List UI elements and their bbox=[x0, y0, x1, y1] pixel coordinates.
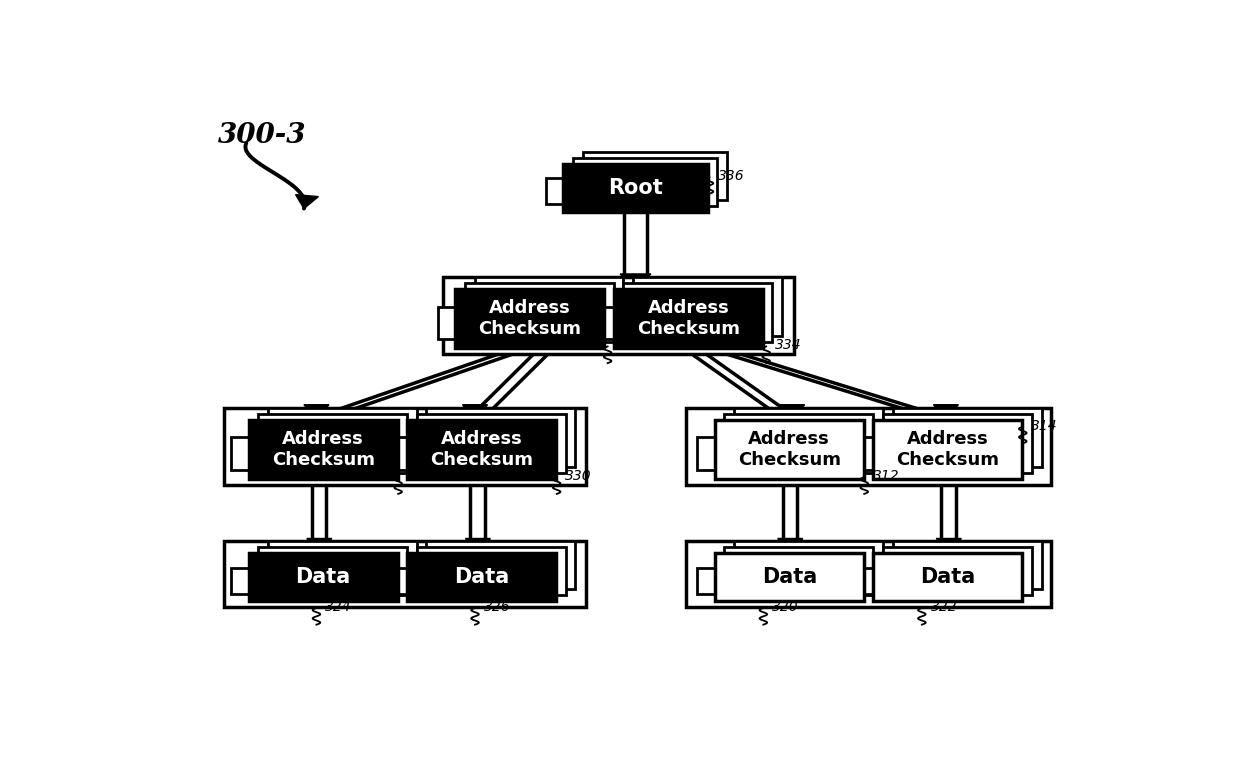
Bar bbox=[546, 178, 563, 205]
Bar bbox=[389, 567, 407, 594]
Text: 334: 334 bbox=[775, 338, 801, 352]
Bar bbox=[724, 547, 873, 595]
Bar bbox=[268, 541, 417, 589]
Bar bbox=[873, 419, 1022, 479]
Bar bbox=[407, 419, 557, 479]
Text: Address
Checksum: Address Checksum bbox=[637, 299, 740, 338]
Bar bbox=[258, 414, 407, 473]
Bar bbox=[455, 289, 604, 348]
Bar bbox=[734, 541, 883, 589]
Polygon shape bbox=[463, 405, 487, 420]
Bar bbox=[873, 554, 1022, 601]
Bar bbox=[475, 277, 624, 337]
Bar bbox=[697, 567, 714, 594]
Text: 336: 336 bbox=[718, 169, 745, 183]
Bar bbox=[268, 408, 417, 467]
Bar bbox=[573, 158, 717, 205]
Bar bbox=[596, 306, 614, 340]
Text: 322: 322 bbox=[930, 600, 957, 614]
Polygon shape bbox=[777, 539, 802, 554]
Bar bbox=[893, 541, 1042, 589]
Text: 328: 328 bbox=[407, 469, 434, 483]
Bar bbox=[856, 567, 873, 594]
Bar bbox=[563, 164, 708, 212]
Bar bbox=[856, 438, 873, 470]
Text: Root: Root bbox=[608, 178, 663, 198]
Bar bbox=[697, 438, 714, 470]
Bar bbox=[714, 554, 864, 601]
Bar bbox=[583, 152, 727, 200]
Text: Address
Checksum: Address Checksum bbox=[738, 430, 841, 469]
Text: Address
Checksum: Address Checksum bbox=[479, 299, 582, 338]
Bar bbox=[687, 541, 1050, 607]
Polygon shape bbox=[304, 405, 329, 420]
Polygon shape bbox=[295, 195, 319, 208]
Bar bbox=[389, 438, 407, 470]
Bar bbox=[258, 547, 407, 595]
Bar bbox=[224, 408, 585, 485]
Bar bbox=[624, 283, 773, 342]
Bar bbox=[417, 414, 565, 473]
Polygon shape bbox=[780, 405, 805, 420]
Bar bbox=[883, 547, 1032, 595]
Bar bbox=[438, 306, 455, 340]
Bar bbox=[232, 567, 249, 594]
Polygon shape bbox=[936, 539, 961, 554]
Text: Data: Data bbox=[454, 567, 510, 587]
Bar bbox=[249, 419, 398, 479]
Bar bbox=[427, 408, 575, 467]
Bar bbox=[893, 408, 1042, 467]
Text: Address
Checksum: Address Checksum bbox=[430, 430, 533, 469]
Bar bbox=[407, 554, 557, 601]
Polygon shape bbox=[465, 539, 490, 554]
Bar bbox=[224, 541, 585, 607]
Bar bbox=[714, 419, 864, 479]
Text: 326: 326 bbox=[484, 600, 511, 614]
Bar bbox=[417, 547, 565, 595]
Bar bbox=[232, 438, 249, 470]
Bar bbox=[634, 277, 782, 337]
Bar bbox=[249, 554, 398, 601]
Text: 314: 314 bbox=[1032, 418, 1058, 432]
Bar bbox=[427, 541, 575, 589]
Bar bbox=[724, 414, 873, 473]
Text: 330: 330 bbox=[565, 469, 591, 483]
Bar bbox=[444, 277, 794, 354]
Text: 300-3: 300-3 bbox=[217, 122, 306, 149]
Text: Data: Data bbox=[920, 567, 976, 587]
Text: 312: 312 bbox=[873, 469, 899, 483]
Text: 324: 324 bbox=[325, 600, 352, 614]
Bar bbox=[614, 289, 763, 348]
Bar bbox=[465, 283, 614, 342]
Text: Data: Data bbox=[761, 567, 817, 587]
Text: 332: 332 bbox=[616, 338, 642, 352]
Polygon shape bbox=[620, 274, 651, 289]
Polygon shape bbox=[934, 405, 959, 420]
Text: Data: Data bbox=[295, 567, 351, 587]
Text: Address
Checksum: Address Checksum bbox=[272, 430, 374, 469]
Text: Address
Checksum: Address Checksum bbox=[897, 430, 999, 469]
Bar bbox=[883, 414, 1032, 473]
Polygon shape bbox=[306, 539, 332, 554]
Bar bbox=[687, 408, 1050, 485]
Bar bbox=[734, 408, 883, 467]
Text: 320: 320 bbox=[773, 600, 799, 614]
